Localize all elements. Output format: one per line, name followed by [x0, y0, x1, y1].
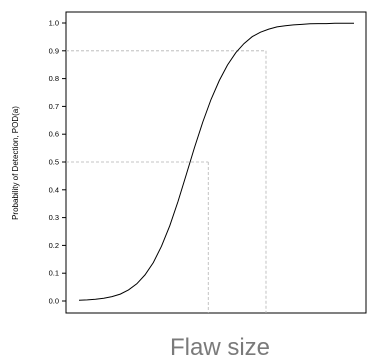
x-axis-title: Flaw size	[170, 334, 270, 361]
y-tick-label: 0.0	[49, 297, 59, 306]
y-axis-ticks: 0.0 0.1 0.2 0.3 0.4 0.5 0.6 0.7 0.8 0.9 1.0	[49, 19, 66, 306]
y-tick-label: 0.3	[49, 213, 59, 222]
y-tick-label: 0.1	[49, 269, 59, 278]
y-tick-label: 0.8	[49, 74, 59, 83]
plot-frame	[65, 11, 367, 314]
y-tick-label: 0.5	[49, 158, 59, 167]
y-tick-label: 0.6	[49, 130, 59, 139]
y-tick-label: 0.4	[49, 185, 59, 194]
y-tick-label: 1.0	[49, 19, 59, 28]
reference-guides	[66, 50, 267, 313]
y-tick-label: 0.7	[49, 102, 59, 111]
y-tick-label: 0.2	[49, 241, 59, 250]
pod-curve	[78, 22, 354, 301]
y-tick-label: 0.9	[49, 46, 59, 55]
y-axis-title: Probability of Detection, POD(a)	[11, 106, 20, 220]
